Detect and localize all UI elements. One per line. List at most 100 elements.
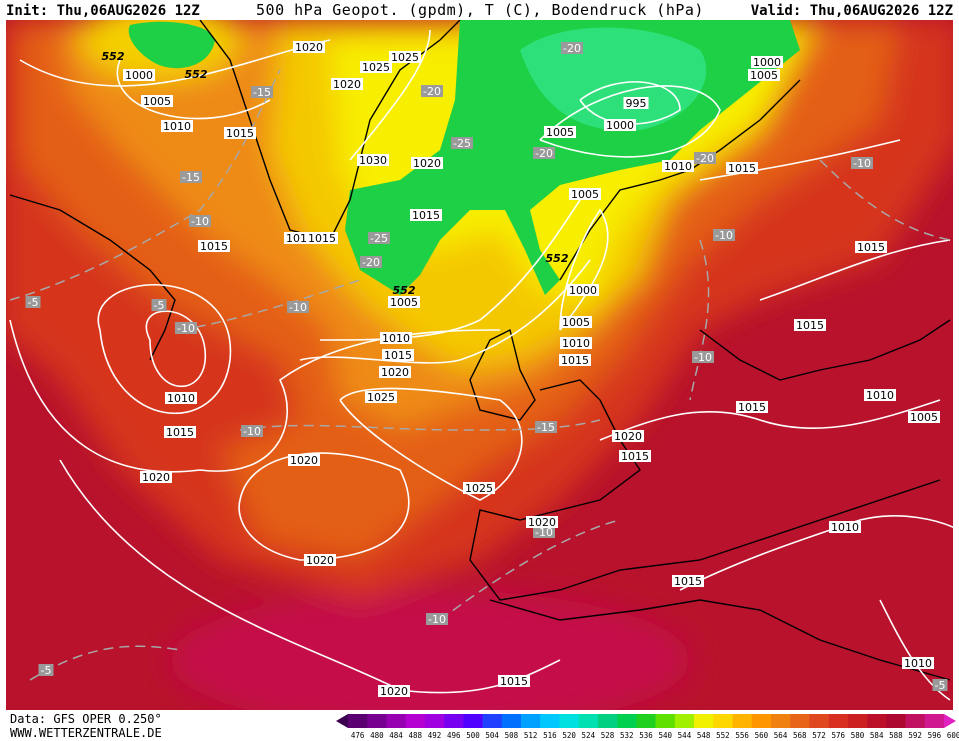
isobar-label-box (560, 316, 592, 328)
isobar-label-text: 1015 (226, 127, 254, 140)
isobar-label-box (288, 454, 320, 466)
isobar-label-box (567, 284, 599, 296)
temperature-label-box (38, 664, 54, 676)
isobar-label-box (751, 56, 783, 68)
isobar-label: 1020 (379, 366, 411, 379)
temperature-label: -10 (241, 425, 263, 438)
isobar-label-text: 1025 (391, 51, 419, 64)
temperature-label-box (180, 171, 202, 183)
isobar-label: 1015 (855, 241, 887, 254)
data-source: Data: GFS OPER 0.250° (10, 712, 162, 726)
colorbar-label: 592 (908, 731, 922, 740)
colorbar-swatch (924, 714, 945, 728)
isobar-label: 1020 (140, 471, 172, 484)
isobar-label-text: 1020 (333, 78, 361, 91)
isobar-label-box (388, 296, 420, 308)
isobar-label: 1015 (672, 575, 704, 588)
temperature-label-box (533, 526, 555, 538)
temperature-label: -10 (851, 157, 873, 170)
colorbar-swatch (559, 714, 580, 728)
temperature-label: -20 (360, 256, 382, 269)
isobar-label-text: 1010 (163, 120, 191, 133)
temperature-label: -10 (533, 526, 555, 539)
isobar-label-box (198, 240, 230, 252)
temperature-label: -15 (535, 421, 557, 434)
isobar-label-box (165, 392, 197, 404)
isobar-label-text: 1020 (142, 471, 170, 484)
map-title: 500 hPa Geopot. (gpdm), T (C), Bodendruc… (256, 1, 704, 19)
isobar-label: 1015 (382, 349, 414, 362)
temperature-label-text: -10 (177, 322, 195, 335)
isobar-label-box (141, 95, 173, 107)
isobar-label-box (161, 120, 193, 132)
temperature-label-text: -5 (28, 296, 39, 309)
isobar-label-text: 1005 (546, 126, 574, 139)
colorbar-label: 532 (620, 731, 634, 740)
temperature-label-text: -20 (696, 152, 714, 165)
isobar-label-text: 1010 (831, 521, 859, 534)
colorbar-swatch (694, 714, 714, 728)
isobar-label-text: 1010 (382, 332, 410, 345)
temperature-label-text: -25 (453, 137, 471, 150)
colorbar-swatch (444, 714, 464, 728)
isobar-label-box (612, 430, 644, 442)
isobar-label-text: 1020 (380, 685, 408, 698)
colorbar-label: 516 (543, 731, 557, 740)
isobar-label: 1015 (619, 450, 651, 463)
temperature-label-text: -5 (154, 299, 165, 312)
colorbar-swatch (886, 714, 906, 728)
isobar-label-box (619, 450, 651, 462)
temperature-label: -20 (561, 42, 583, 55)
isobar-label-text: 1010 (664, 160, 692, 173)
isobar-label-text: 1015 (412, 209, 440, 222)
colorbar-swatch (367, 714, 387, 728)
isobar-label-box (382, 349, 414, 361)
colorbar-swatch (867, 714, 887, 728)
isobar-label-box (357, 154, 389, 166)
isobar-label-text: 1020 (528, 516, 556, 529)
colorbar-swatch (905, 714, 926, 728)
temperature-label: -5 (25, 296, 41, 309)
isobar-label-text: 1015 (728, 162, 756, 175)
isobar-label-box (902, 657, 934, 669)
cold-pool (128, 21, 215, 69)
isobar-label: 1010 (662, 160, 694, 173)
temperature-label-text: -5 (935, 679, 946, 692)
temperature-label-box (287, 301, 309, 313)
isobar-label: 1010 (829, 521, 861, 534)
isobar-label-text: 1015 (857, 241, 885, 254)
isobar-label-box (559, 354, 591, 366)
colorbar-label: 556 (735, 731, 749, 740)
isobar-label-text: 1005 (562, 316, 590, 329)
height-label: 552 (546, 252, 569, 265)
site-name: WWW.WETTERZENTRALE.DE (10, 726, 162, 740)
isobar-label-text: 1025 (465, 482, 493, 495)
colorbar-label: 560 (755, 731, 769, 740)
isobar-label-text: 1015 (500, 675, 528, 688)
colorbar-swatch (386, 714, 406, 728)
isobar-label-box (360, 61, 392, 73)
isobar-label: 1020 (411, 157, 443, 170)
colorbar-label: 496 (447, 731, 461, 740)
isobar-label: 1020 (293, 41, 325, 54)
isobar-label: 1025 (389, 51, 421, 64)
colorbar-label: 492 (428, 731, 442, 740)
isobar-label: 1005 (141, 95, 173, 108)
isobar-label: 1005 (544, 126, 576, 139)
colorbar-label: 528 (601, 731, 615, 740)
colorbar-swatch (732, 714, 753, 728)
colorbar-label: 476 (351, 731, 365, 740)
isobar-label-text: 1025 (362, 61, 390, 74)
isobar-label: 1000 (604, 119, 636, 132)
temperature-label-text: -20 (423, 85, 441, 98)
isobar-label-box (378, 685, 410, 697)
temperature-label-box (561, 42, 583, 54)
temperature-label-text: -10 (694, 351, 712, 364)
isobar-label: 1005 (388, 296, 420, 309)
isobar-label: 1000 (751, 56, 783, 69)
temperature-label: -5 (38, 664, 54, 677)
isobar-label-text: 1015 (621, 450, 649, 463)
temperature-label-box (692, 351, 714, 363)
isobar-label-text: 1020 (381, 366, 409, 379)
